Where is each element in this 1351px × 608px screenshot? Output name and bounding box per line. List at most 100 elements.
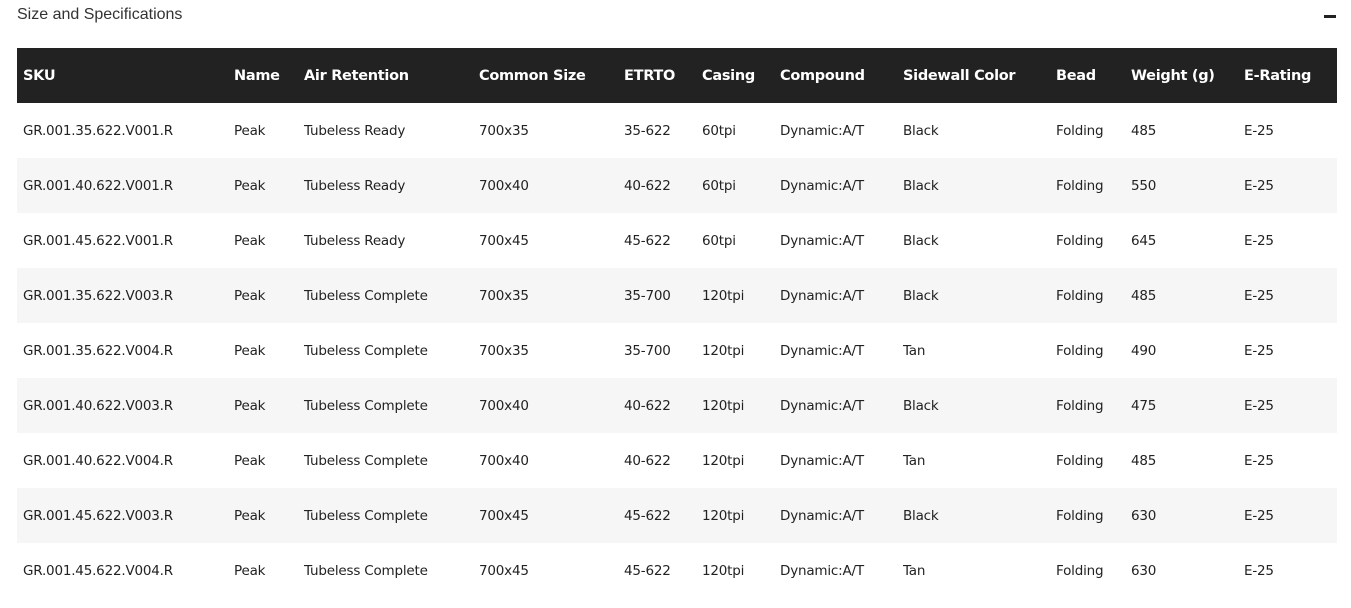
table-cell: Folding bbox=[1056, 562, 1104, 579]
table-cell: Folding bbox=[1050, 268, 1125, 323]
table-cell: Black bbox=[897, 268, 1050, 323]
table-cell: 485 bbox=[1131, 122, 1157, 139]
table-cell: 45-622 bbox=[618, 488, 696, 543]
table-cell: 45-622 bbox=[624, 232, 671, 249]
minus-icon bbox=[1324, 15, 1336, 18]
table-row: GR.001.35.622.V001.R Peak Tubeless Ready 70… bbox=[17, 103, 1337, 158]
table-cell: Peak bbox=[228, 158, 298, 213]
table-cell: 120tpi bbox=[702, 452, 745, 469]
table-cell: 700x45 bbox=[473, 488, 618, 543]
table-cell: 60tpi bbox=[702, 232, 736, 249]
table-cell: Folding bbox=[1050, 488, 1125, 543]
table-cell: 120tpi bbox=[702, 562, 745, 579]
table-cell: GR.001.35.622.V004.R bbox=[23, 342, 173, 359]
table-cell: Black bbox=[897, 488, 1050, 543]
table-cell: E-25 bbox=[1244, 122, 1274, 139]
table-cell: 700x45 bbox=[479, 232, 529, 249]
table-cell: Folding bbox=[1056, 452, 1104, 469]
table-row: GR.001.45.622.V004.R Peak Tubeless Complet… bbox=[17, 543, 1337, 598]
table-cell: 700x40 bbox=[473, 158, 618, 213]
table-cell: Tubeless Complete bbox=[304, 452, 428, 469]
table-cell: Dynamic:A/T bbox=[780, 562, 864, 579]
table-cell: GR.001.45.622.V003.R bbox=[17, 488, 228, 543]
table-cell: Tubeless Complete bbox=[298, 488, 473, 543]
table-cell: GR.001.45.622.V004.R bbox=[23, 562, 173, 579]
table-cell: Dynamic:A/T bbox=[780, 232, 864, 249]
table-cell: GR.001.45.622.V001.R bbox=[23, 232, 173, 249]
table-cell: E-25 bbox=[1238, 378, 1337, 433]
table-cell: 700x40 bbox=[479, 452, 529, 469]
table-cell: 45-622 bbox=[624, 562, 671, 579]
table-cell: 700x35 bbox=[479, 342, 529, 359]
table-cell: 40-622 bbox=[624, 452, 671, 469]
table-cell: Black bbox=[897, 378, 1050, 433]
column-header: Casing bbox=[696, 48, 774, 103]
table-cell: 35-622 bbox=[624, 122, 671, 139]
table-cell: 700x45 bbox=[479, 562, 529, 579]
column-header: Bead bbox=[1050, 48, 1125, 103]
table-cell: 700x35 bbox=[473, 268, 618, 323]
table-cell: 645 bbox=[1131, 232, 1157, 249]
table-cell: Dynamic:A/T bbox=[780, 122, 864, 139]
table-cell: 35-700 bbox=[618, 268, 696, 323]
collapse-button[interactable] bbox=[1322, 9, 1338, 25]
table-cell: Tubeless Complete bbox=[298, 378, 473, 433]
table-cell: Peak bbox=[228, 268, 298, 323]
table-cell: E-25 bbox=[1244, 342, 1274, 359]
table-cell: Folding bbox=[1056, 342, 1104, 359]
table-cell: 475 bbox=[1125, 378, 1238, 433]
table-cell: Dynamic:A/T bbox=[780, 342, 864, 359]
table-cell: Folding bbox=[1056, 232, 1104, 249]
table-cell: E-25 bbox=[1238, 268, 1337, 323]
table-cell: 60tpi bbox=[702, 122, 736, 139]
table-cell: 60tpi bbox=[696, 158, 774, 213]
table-cell: 700x35 bbox=[479, 122, 529, 139]
table-cell: Dynamic:A/T bbox=[780, 452, 864, 469]
table-row: GR.001.40.622.V003.R Peak Tubeless Complet… bbox=[17, 378, 1337, 433]
table-cell: 490 bbox=[1131, 342, 1157, 359]
table-cell: Peak bbox=[228, 378, 298, 433]
table-cell: Peak bbox=[228, 488, 298, 543]
table-row: GR.001.40.622.V001.R Peak Tubeless Ready 70… bbox=[17, 158, 1337, 213]
column-header: ETRTO bbox=[618, 48, 696, 103]
table-row: GR.001.35.622.V004.R Peak Tubeless Complet… bbox=[17, 323, 1337, 378]
table-cell: Peak bbox=[234, 232, 266, 249]
table-cell: Black bbox=[903, 232, 939, 249]
table-cell: Peak bbox=[234, 122, 266, 139]
table-cell: 630 bbox=[1131, 562, 1157, 579]
table-header: SKU Name Air Retention Common Size ETRTO Casi… bbox=[17, 48, 1337, 103]
table-cell: Black bbox=[903, 122, 939, 139]
column-header: Common Size bbox=[473, 48, 618, 103]
table-cell: GR.001.40.622.V004.R bbox=[23, 452, 173, 469]
table-cell: 550 bbox=[1125, 158, 1238, 213]
table-row: GR.001.45.622.V001.R Peak Tubeless Ready 70… bbox=[17, 213, 1337, 268]
table-cell: GR.001.35.622.V001.R bbox=[23, 122, 173, 139]
table-row: GR.001.45.622.V003.R Peak Tubeless Complet… bbox=[17, 488, 1337, 543]
table-cell: 485 bbox=[1125, 268, 1238, 323]
table-cell: GR.001.35.622.V003.R bbox=[17, 268, 228, 323]
table-cell: Peak bbox=[234, 562, 266, 579]
specs-table: SKU Name Air Retention Common Size ETRTO Casi… bbox=[17, 48, 1337, 598]
column-header: Weight (g) bbox=[1125, 48, 1238, 103]
column-header: Name bbox=[228, 48, 298, 103]
table-cell: Folding bbox=[1050, 158, 1125, 213]
table-cell: GR.001.40.622.V003.R bbox=[17, 378, 228, 433]
table-cell: Tan bbox=[903, 342, 926, 359]
table-cell: Tan bbox=[903, 452, 926, 469]
table-cell: Tubeless Complete bbox=[298, 268, 473, 323]
table-cell: E-25 bbox=[1244, 562, 1274, 579]
table-cell: Peak bbox=[234, 452, 266, 469]
table-cell: 120tpi bbox=[696, 378, 774, 433]
table-cell: 120tpi bbox=[702, 342, 745, 359]
table-cell: E-25 bbox=[1244, 232, 1274, 249]
table-cell: Peak bbox=[234, 342, 266, 359]
table-cell: Tubeless Ready bbox=[298, 158, 473, 213]
column-header: SKU bbox=[17, 48, 228, 103]
table-cell: 40-622 bbox=[618, 378, 696, 433]
table-cell: Dynamic:A/T bbox=[774, 488, 897, 543]
table-cell: 630 bbox=[1125, 488, 1238, 543]
table-cell: E-25 bbox=[1238, 488, 1337, 543]
table-cell: 120tpi bbox=[696, 488, 774, 543]
table-cell: Dynamic:A/T bbox=[774, 378, 897, 433]
table-cell: Dynamic:A/T bbox=[774, 268, 897, 323]
